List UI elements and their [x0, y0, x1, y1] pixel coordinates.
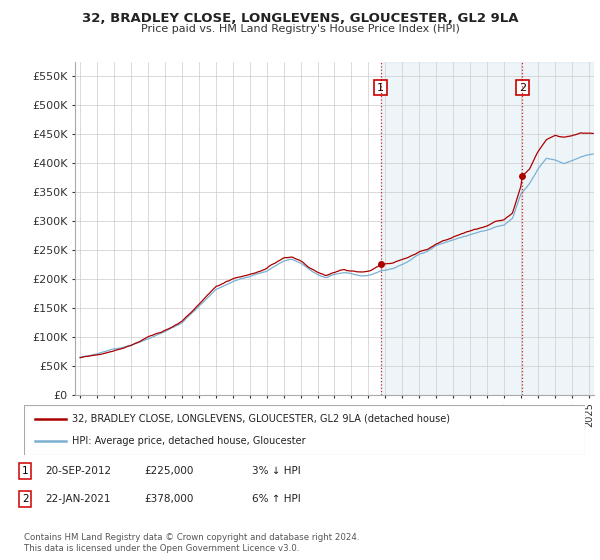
Bar: [380, 62, 594, 395]
Text: 1: 1: [22, 466, 29, 476]
Text: 1: 1: [377, 83, 384, 92]
Text: 32, BRADLEY CLOSE, LONGLEVENS, GLOUCESTER, GL2 9LA (detached house): 32, BRADLEY CLOSE, LONGLEVENS, GLOUCESTE…: [71, 414, 449, 424]
Text: 22-JAN-2021: 22-JAN-2021: [45, 494, 110, 504]
Text: 32, BRADLEY CLOSE, LONGLEVENS, GLOUCESTER, GL2 9LA: 32, BRADLEY CLOSE, LONGLEVENS, GLOUCESTE…: [82, 12, 518, 25]
Text: 6% ↑ HPI: 6% ↑ HPI: [252, 494, 301, 504]
Text: £225,000: £225,000: [144, 466, 193, 476]
Text: 3% ↓ HPI: 3% ↓ HPI: [252, 466, 301, 476]
Text: 2: 2: [22, 494, 29, 504]
Text: HPI: Average price, detached house, Gloucester: HPI: Average price, detached house, Glou…: [71, 436, 305, 446]
Text: £378,000: £378,000: [144, 494, 193, 504]
Text: Contains HM Land Registry data © Crown copyright and database right 2024.
This d: Contains HM Land Registry data © Crown c…: [24, 533, 359, 553]
Text: 2: 2: [518, 83, 526, 92]
Text: Price paid vs. HM Land Registry's House Price Index (HPI): Price paid vs. HM Land Registry's House …: [140, 24, 460, 34]
Text: 20-SEP-2012: 20-SEP-2012: [45, 466, 111, 476]
